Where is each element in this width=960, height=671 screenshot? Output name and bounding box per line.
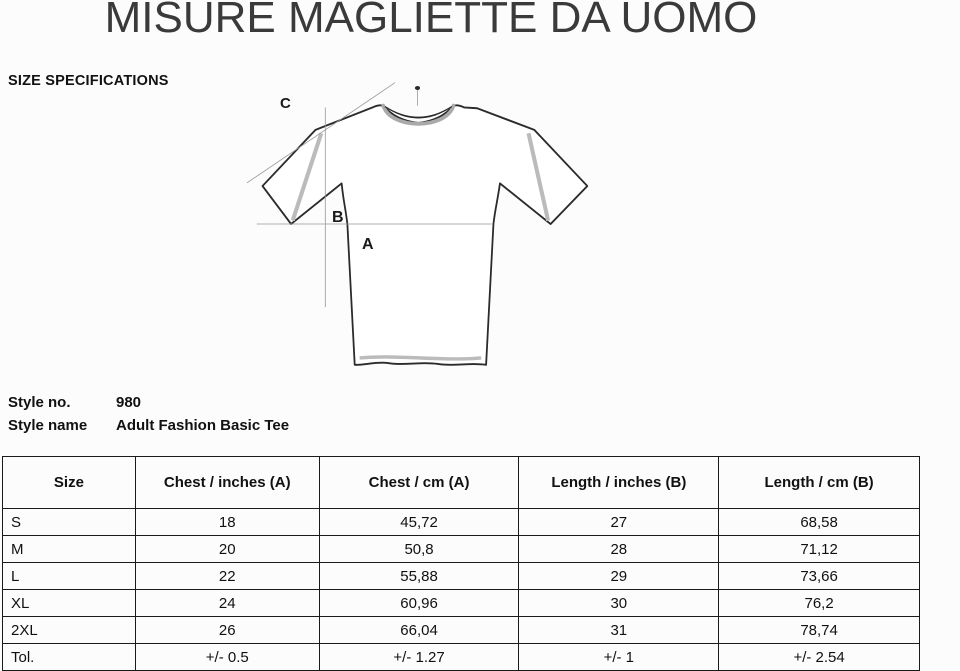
svg-text:B: B (332, 209, 344, 226)
svg-text:A: A (362, 236, 374, 253)
svg-text:C: C (280, 95, 291, 112)
